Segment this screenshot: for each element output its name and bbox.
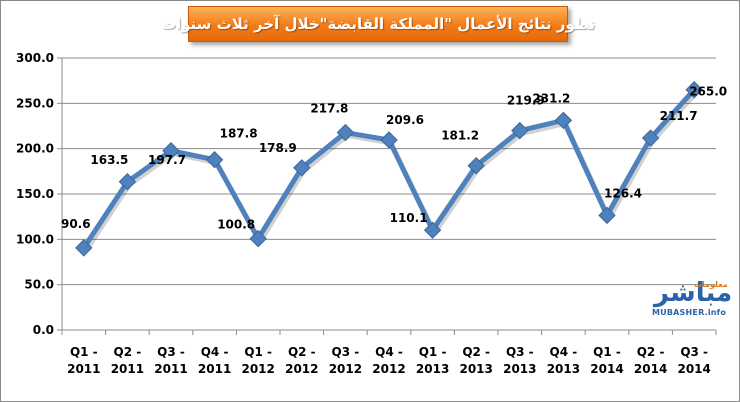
x-tick-label-year: 2013 <box>547 362 580 376</box>
x-tick-label: Q1 - <box>593 345 621 359</box>
data-label: 163.5 <box>90 153 128 167</box>
logo-arabic-text: مباشر <box>654 278 733 308</box>
x-tick-label-year: 2013 <box>416 362 449 376</box>
chart-title: تطور نتائج الأعمال "المملكة القابضة"خلال… <box>160 15 596 33</box>
data-point-marker <box>249 229 267 248</box>
data-point-marker <box>511 121 529 140</box>
x-tick-label-year: 2012 <box>241 362 274 376</box>
x-tick-label: Q4 - <box>550 345 578 359</box>
y-tick-label: 300.0 <box>16 51 54 65</box>
data-label: 90.6 <box>61 217 91 231</box>
data-point-marker <box>554 111 573 130</box>
logo-small-text: معلومات <box>694 280 728 289</box>
y-tick-label: 50.0 <box>24 278 54 292</box>
x-tick-label: Q3 - <box>680 345 708 359</box>
x-tick-label: Q2 - <box>462 345 490 359</box>
x-tick-label-year: 2014 <box>590 362 623 376</box>
x-tick-label-year: 2014 <box>634 362 667 376</box>
x-tick-label-year: 2012 <box>285 362 318 376</box>
x-tick-label: Q2 - <box>288 345 316 359</box>
x-tick-label: Q4 - <box>201 345 229 359</box>
x-tick-label: Q1 - <box>70 345 98 359</box>
x-tick-label: Q1 - <box>419 345 447 359</box>
data-label: 126.4 <box>604 186 642 200</box>
chart-title-box: تطور نتائج الأعمال "المملكة القابضة"خلال… <box>161 6 595 42</box>
data-point-marker <box>467 157 485 175</box>
y-tick-label: 200.0 <box>16 142 54 156</box>
x-tick-label-year: 2011 <box>154 362 187 376</box>
data-point-marker <box>205 151 224 169</box>
x-tick-label-year: 2012 <box>329 362 362 376</box>
data-label: 197.7 <box>148 153 186 167</box>
data-point-marker <box>423 221 442 239</box>
x-tick-label: Q2 - <box>114 345 142 359</box>
data-point-marker <box>118 173 137 191</box>
data-label: 178.9 <box>259 141 297 155</box>
x-tick-label-year: 2011 <box>198 362 231 376</box>
data-label: 231.2 <box>532 91 570 105</box>
data-label: 209.6 <box>386 113 424 127</box>
data-label: 211.7 <box>660 109 698 123</box>
x-tick-label: Q1 - <box>244 345 272 359</box>
data-label: 181.2 <box>441 129 479 143</box>
x-tick-label: Q3 - <box>506 345 534 359</box>
x-tick-label-year: 2013 <box>459 362 492 376</box>
y-tick-label: 250.0 <box>16 96 54 110</box>
x-tick-label-year: 2012 <box>372 362 405 376</box>
data-label: 100.8 <box>217 218 255 232</box>
data-point-marker <box>162 142 180 160</box>
data-label: 110.1 <box>390 211 428 225</box>
data-point-marker <box>685 81 703 99</box>
data-point-marker <box>293 159 311 177</box>
x-tick-label-year: 2014 <box>677 362 710 376</box>
data-label: 187.8 <box>220 127 258 141</box>
data-point-marker <box>336 123 355 142</box>
mubasher-logo: مباشر معلومات MUBASHER.info <box>650 278 733 322</box>
x-tick-label-year: 2013 <box>503 362 536 376</box>
data-label: 217.8 <box>310 102 348 116</box>
x-tick-label-year: 2011 <box>111 362 144 376</box>
data-point-marker <box>641 129 660 147</box>
data-point-marker <box>380 131 398 149</box>
data-point-marker <box>598 206 616 225</box>
data-label: 265.0 <box>689 85 727 99</box>
x-tick-label: Q3 - <box>157 345 185 359</box>
x-tick-label: Q3 - <box>332 345 360 359</box>
x-tick-label: Q4 - <box>375 345 403 359</box>
y-tick-label: 150.0 <box>16 187 54 201</box>
y-tick-label: 0.0 <box>33 323 54 337</box>
x-tick-label: Q2 - <box>637 345 665 359</box>
x-tick-label-year: 2011 <box>67 362 100 376</box>
data-point-marker <box>75 239 93 257</box>
y-tick-label: 100.0 <box>16 232 54 246</box>
logo-latin-text: MUBASHER.info <box>652 308 727 317</box>
data-label: 219.9 <box>507 94 545 108</box>
